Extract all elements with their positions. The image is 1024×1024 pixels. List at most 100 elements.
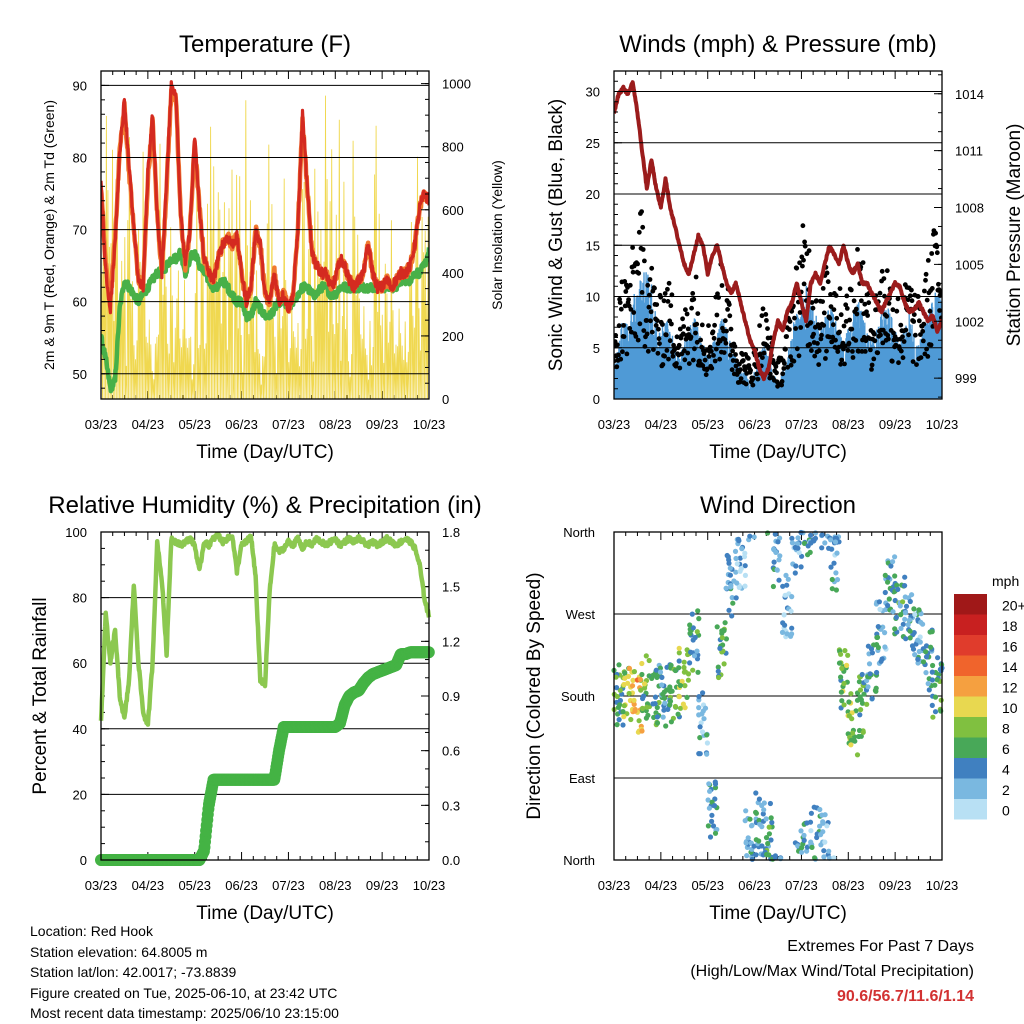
gust-point xyxy=(903,327,909,333)
gust-point xyxy=(934,250,940,256)
direction-point xyxy=(709,818,715,825)
gust-point xyxy=(665,299,671,304)
y-tick-label: 0 xyxy=(593,392,600,407)
y-tick-label-right: 0.9 xyxy=(442,689,460,704)
gust-point xyxy=(706,354,712,359)
gust-point xyxy=(628,307,634,312)
direction-point xyxy=(796,549,802,556)
direction-point xyxy=(875,644,882,651)
direction-point xyxy=(702,705,709,711)
direction-point xyxy=(915,656,921,662)
gust-point xyxy=(743,381,749,387)
direction-point xyxy=(685,671,692,677)
gust-point xyxy=(820,286,826,291)
direction-point xyxy=(685,677,692,683)
gust-point xyxy=(839,357,845,363)
gust-point xyxy=(658,294,664,300)
direction-point xyxy=(903,636,909,642)
direction-point xyxy=(756,838,762,844)
gust-point xyxy=(925,258,931,263)
gust-point xyxy=(814,298,819,304)
direction-point xyxy=(639,671,645,678)
direction-point xyxy=(654,720,661,726)
gust-point xyxy=(869,367,874,372)
direction-point xyxy=(738,566,744,572)
gust-point xyxy=(681,324,687,329)
gust-point xyxy=(692,346,697,352)
gust-point xyxy=(689,305,694,311)
direction-point xyxy=(681,664,687,671)
y-tick-label: 70 xyxy=(73,223,87,238)
direction-point xyxy=(789,535,795,542)
plot-frame xyxy=(100,70,430,400)
direction-point xyxy=(645,712,651,718)
direction-point xyxy=(801,832,807,839)
direction-point xyxy=(882,644,888,650)
gust-point xyxy=(866,300,872,306)
direction-point xyxy=(656,699,662,706)
direction-point xyxy=(613,674,619,680)
direction-point xyxy=(900,599,906,605)
direction-point xyxy=(751,534,757,540)
gust-point xyxy=(791,358,797,364)
gust-point xyxy=(830,334,836,340)
gust-point xyxy=(674,334,680,340)
gust-point xyxy=(779,379,785,384)
direction-point xyxy=(621,714,627,720)
y-tick-label-right: 400 xyxy=(442,266,464,281)
gust-point xyxy=(824,270,830,276)
station-latlon: Station lat/lon: 42.0017; -73.8839 xyxy=(30,964,237,980)
direction-point xyxy=(620,722,626,728)
gust-point xyxy=(761,350,767,356)
gust-point xyxy=(869,362,875,368)
gust-point xyxy=(844,293,850,299)
colorbar-label: 18 xyxy=(1002,618,1018,634)
direction-point xyxy=(631,669,638,675)
direction-point xyxy=(808,828,814,834)
direction-point xyxy=(687,622,693,628)
gust-point xyxy=(734,358,739,364)
direction-point xyxy=(834,550,840,556)
gust-point xyxy=(725,307,730,312)
direction-point xyxy=(732,548,739,555)
gust-point xyxy=(800,263,805,269)
direction-point xyxy=(792,544,798,551)
direction-point xyxy=(782,592,788,598)
gust-point xyxy=(871,331,877,337)
gust-point xyxy=(662,353,667,359)
direction-point xyxy=(838,689,845,695)
direction-point xyxy=(929,629,935,635)
direction-point xyxy=(868,646,875,652)
y-axis-label: Direction (Colored By Speed) xyxy=(524,572,545,819)
plot-frame xyxy=(613,70,943,400)
gust-point xyxy=(630,269,636,275)
gust-point xyxy=(620,349,625,355)
gust-point xyxy=(674,361,679,366)
gust-point xyxy=(895,296,901,302)
direction-point xyxy=(885,579,891,585)
gust-point xyxy=(860,260,866,265)
y-tick-label-right: 1.5 xyxy=(442,580,460,595)
y-tick-label-right: 200 xyxy=(442,329,464,344)
gust-point xyxy=(787,319,793,324)
gust-point xyxy=(728,326,734,332)
gust-point xyxy=(728,352,733,358)
gust-point xyxy=(685,350,691,356)
gust-point xyxy=(796,353,802,359)
direction-point xyxy=(818,842,824,848)
direction-point xyxy=(734,580,740,586)
gust-point xyxy=(706,323,711,328)
gust-point xyxy=(690,291,696,296)
x-tick-label: 08/23 xyxy=(832,417,865,432)
panel-winds: Winds (mph) & Pressure (mb) Time (Day/UTC… xyxy=(546,31,1024,463)
direction-point xyxy=(932,709,939,715)
gust-point xyxy=(677,365,683,371)
direction-point xyxy=(765,840,771,847)
gust-point xyxy=(936,281,941,287)
gust-point xyxy=(630,245,635,250)
gust-point xyxy=(688,334,694,340)
gust-point xyxy=(910,359,916,364)
gust-point xyxy=(622,303,628,309)
gust-point xyxy=(710,329,716,335)
direction-point xyxy=(695,608,701,614)
